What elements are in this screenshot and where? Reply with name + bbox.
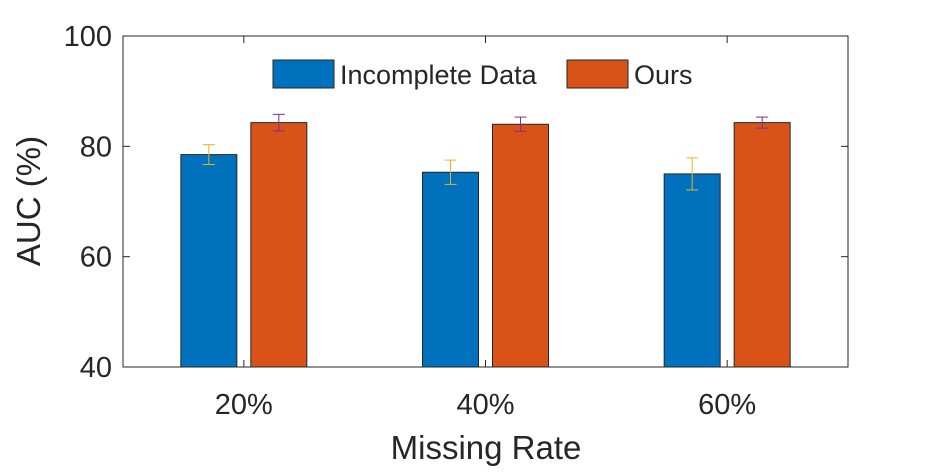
legend-label-incomplete-data: Incomplete Data — [340, 60, 538, 90]
bars — [180, 122, 791, 368]
y-tick-label: 100 — [64, 21, 112, 53]
y-tick-label: 40 — [80, 352, 112, 384]
legend-swatch-ours — [566, 59, 629, 89]
error-bar — [756, 116, 769, 129]
error-bar — [202, 144, 215, 166]
error-bar — [686, 157, 699, 191]
bar-incomplete-data — [180, 154, 238, 368]
x-tick-label: 60% — [698, 389, 756, 421]
error-bar — [272, 113, 285, 132]
x-tick-label: 20% — [215, 389, 273, 421]
bar-incomplete-data — [663, 173, 721, 368]
x-axis-title: Missing Rate — [391, 429, 582, 466]
y-axis-title: AUC (%) — [10, 136, 47, 266]
legend-swatch-incomplete-data — [272, 59, 335, 89]
y-tick-label: 60 — [80, 242, 112, 274]
legend: Incomplete Data Ours — [272, 59, 693, 90]
plot-area — [122, 35, 849, 368]
bar-ours — [250, 122, 308, 368]
error-bar — [444, 159, 457, 185]
bar-incomplete-data — [422, 171, 479, 368]
x-axis: 20% 40% 60% — [215, 36, 756, 421]
bar-ours — [733, 122, 791, 368]
legend-label-ours: Ours — [634, 60, 693, 90]
y-tick-label: 80 — [80, 131, 112, 163]
error-bar — [514, 116, 527, 132]
bar-ours — [492, 123, 549, 368]
error-bars — [202, 113, 769, 191]
y-axis: 40 60 80 100 — [64, 21, 848, 384]
x-tick-label: 40% — [456, 389, 514, 421]
